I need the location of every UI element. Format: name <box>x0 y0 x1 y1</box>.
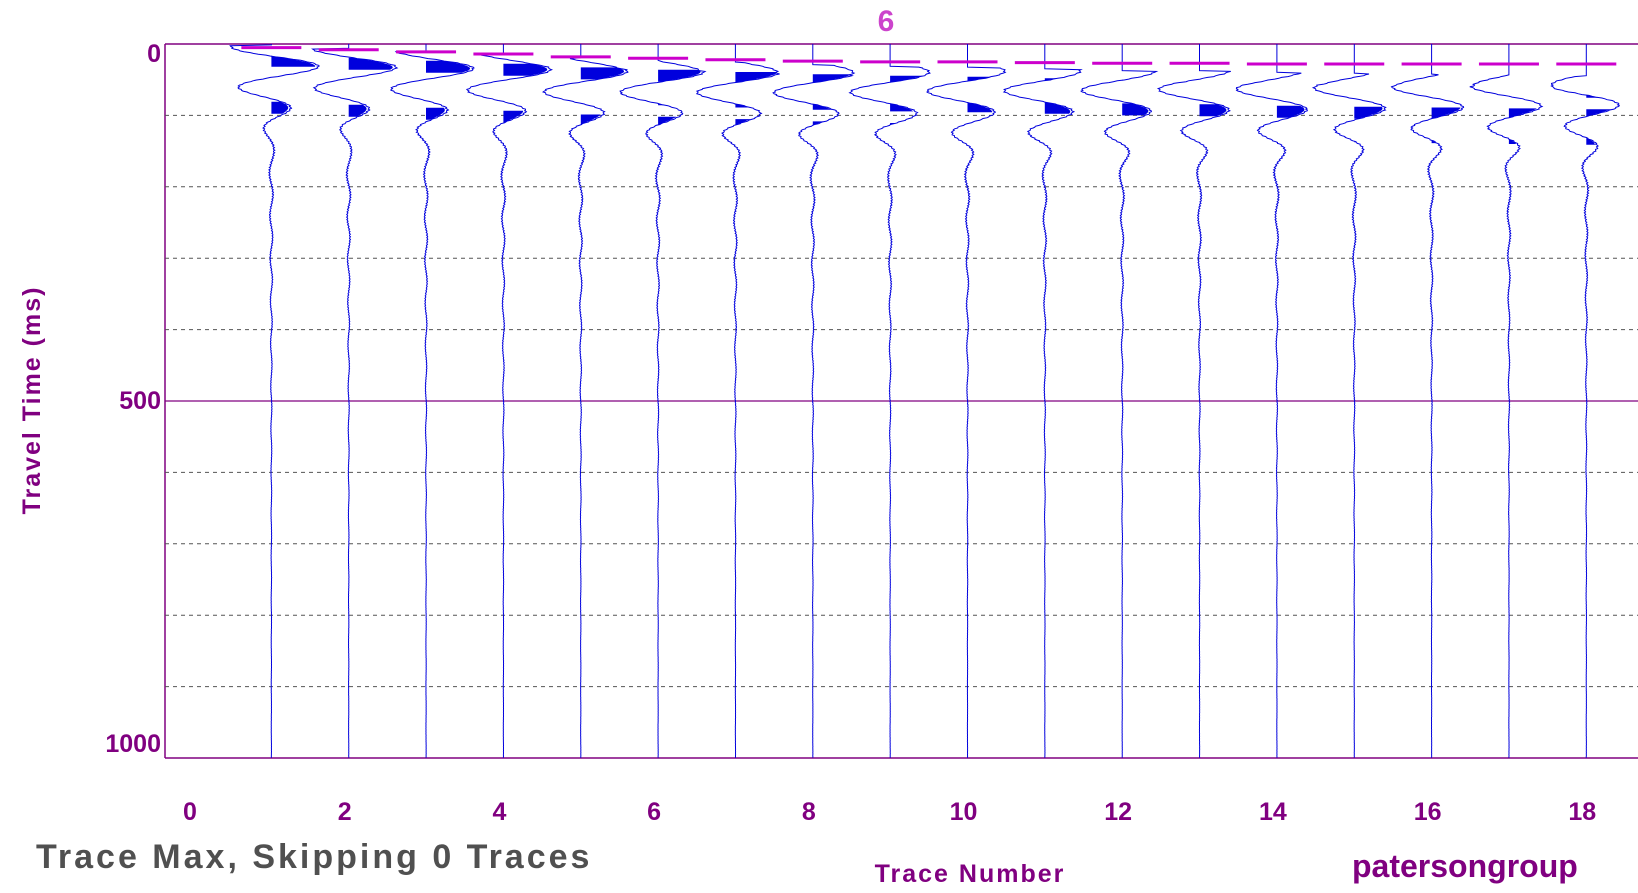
trace-11-wiggle <box>1002 44 1083 758</box>
trace-18-fill <box>1586 85 1599 98</box>
trace-11-fill <box>1044 101 1071 114</box>
y-tick-label: 0 <box>147 40 161 68</box>
y-tick-label: 500 <box>119 387 161 415</box>
trace-18-wiggle <box>1550 44 1621 758</box>
trace-5-fill <box>580 67 624 80</box>
trace-15-wiggle <box>1311 44 1387 758</box>
first-break-picks <box>241 46 1617 66</box>
trace-info-footer: Trace Max, Skipping 0 Traces <box>36 838 593 876</box>
trace-2-wiggle <box>311 44 399 758</box>
trace-6-fill <box>658 69 701 82</box>
trace-9-fill <box>890 99 914 112</box>
trace-12-fill <box>1122 79 1125 92</box>
trace-2-fill <box>348 57 393 70</box>
trace-10-fill <box>967 100 993 113</box>
trace-6-fill <box>658 93 665 106</box>
trace-13-wiggle <box>1156 44 1231 758</box>
trace-4-wiggle <box>465 44 553 758</box>
trace-3-fill <box>426 107 445 120</box>
company-name: patersongroup <box>1352 848 1578 884</box>
x-tick-labels: 0 2 4 6 8 10 12 14 16 18 <box>183 798 1596 826</box>
trace-3-wiggle <box>390 44 475 758</box>
trace-16-fill <box>1431 107 1461 120</box>
chart-title: 6 <box>878 5 895 38</box>
trace-8-fill <box>812 74 852 87</box>
y-tick-label: 1000 <box>105 730 161 758</box>
trace-7-fill <box>735 119 751 132</box>
trace-18-fill <box>1586 132 1596 145</box>
x-tick-label: 10 <box>950 798 978 826</box>
trace-13-fill <box>1199 104 1227 117</box>
trace-12-wiggle <box>1080 44 1159 758</box>
trace-8-fill <box>812 97 832 110</box>
trace-17-fill <box>1508 84 1512 97</box>
x-axis-label: Trace Number <box>875 860 1066 888</box>
trace-1-wiggle <box>229 44 320 758</box>
trace-7-fill <box>735 95 749 108</box>
trace-10-fill <box>967 76 992 89</box>
x-tick-label: 12 <box>1104 798 1132 826</box>
trace-7-fill <box>735 72 777 84</box>
trace-5-fill <box>580 114 601 127</box>
trace-12-fill <box>1122 103 1149 116</box>
trace-5-wiggle <box>541 44 629 758</box>
x-tick-label: 16 <box>1414 798 1442 826</box>
trace-15-fill <box>1354 130 1356 143</box>
trace-17-wiggle <box>1469 44 1544 758</box>
trace-1-fill <box>271 54 316 67</box>
trace-9-wiggle <box>848 44 931 758</box>
trace-17-fill <box>1508 132 1517 144</box>
trace-8-fill <box>812 121 824 134</box>
trace-3-fill <box>426 60 471 73</box>
trace-16-fill <box>1431 131 1437 144</box>
trace-10-wiggle <box>925 44 1007 758</box>
trace-14-fill <box>1276 105 1305 118</box>
trace-4-fill <box>503 63 548 76</box>
x-tick-label: 6 <box>647 798 661 826</box>
trace-18-fill <box>1586 109 1611 122</box>
trace-6-wiggle <box>619 44 707 758</box>
y-axis-label: Travel Time (ms) <box>18 286 46 515</box>
trace-14-wiggle <box>1235 44 1308 758</box>
trace-4-fill <box>503 110 524 123</box>
trace-16-wiggle <box>1390 44 1465 758</box>
x-tick-label: 4 <box>492 798 506 826</box>
trace-15-fill <box>1354 106 1383 119</box>
trace-7-wiggle <box>695 44 780 758</box>
trace-17-fill <box>1508 108 1537 121</box>
trace-9-fill <box>890 123 896 135</box>
trace-11-fill <box>1044 78 1059 91</box>
x-tick-label: 0 <box>183 798 197 826</box>
x-tick-label: 8 <box>802 798 816 826</box>
trace-2-fill <box>348 104 367 117</box>
trace-9-fill <box>890 75 923 88</box>
y-tick-labels: 0 500 1000 <box>105 40 161 758</box>
x-tick-label: 14 <box>1259 798 1287 826</box>
x-tick-label: 18 <box>1568 798 1596 826</box>
trace-1-fill <box>271 101 289 114</box>
trace-8-wiggle <box>772 44 856 758</box>
trace-6-fill <box>658 116 677 129</box>
grid-lines <box>164 43 1638 759</box>
seismic-traces <box>229 44 1621 758</box>
x-tick-label: 2 <box>338 798 352 826</box>
